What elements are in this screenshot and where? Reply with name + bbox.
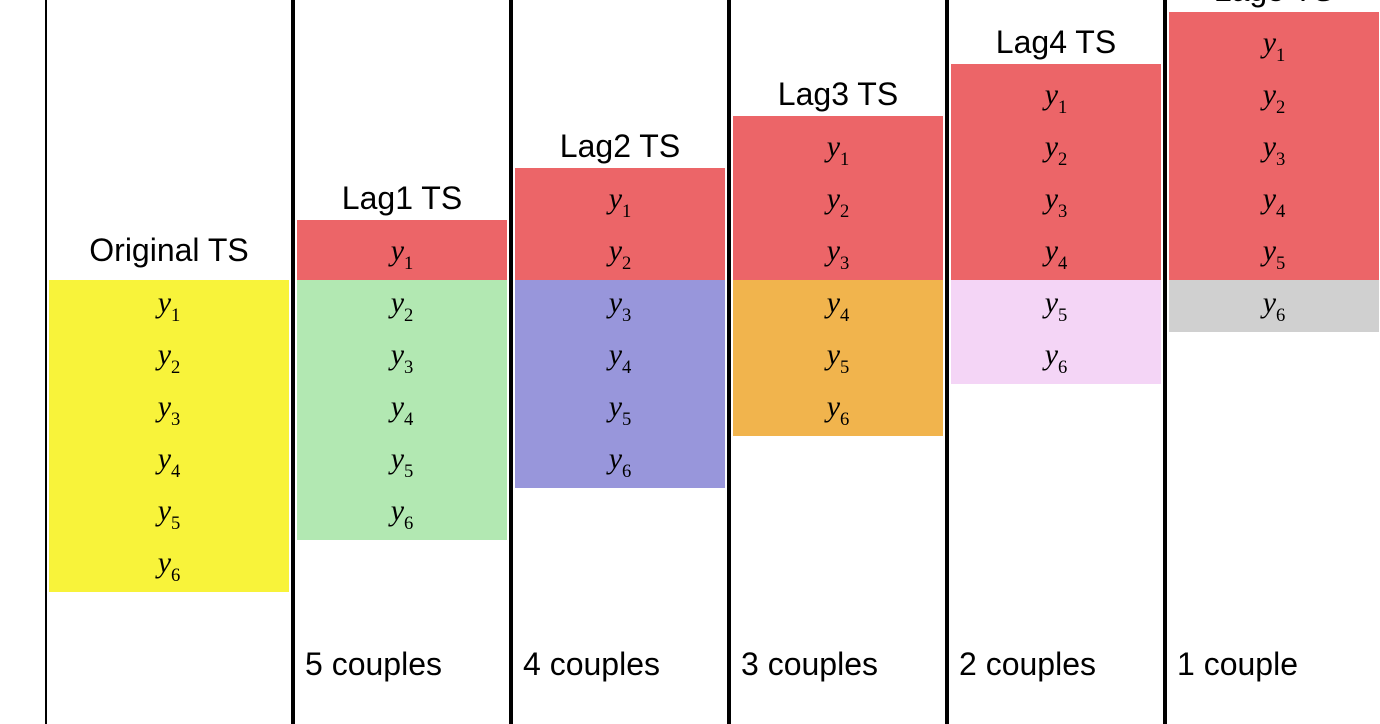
cell-y4: y4 (731, 288, 945, 324)
column-header: Lag5 TS (1167, 0, 1380, 6)
cell-y5: y5 (731, 340, 945, 376)
lag-diagram: Original TSy1y2y3y4y5y6Lag1 TSy1y2y3y4y5… (0, 0, 1380, 724)
cell-y2: y2 (513, 236, 727, 272)
cell-y6: y6 (1167, 288, 1380, 324)
column-lag2: Lag2 TS y1 y2 y3 y4 y5 y6 4 couples (511, 0, 729, 724)
column-lag1: Lag1 TS y1 y2 y3 y4 y5 y6 5 couples (293, 0, 511, 724)
column-header: Lag2 TS (513, 130, 727, 162)
column-lag4: Lag4 TS y1 y2 y3 y4 y5 y6 2 couples (947, 0, 1165, 724)
cell-y6: y6 (949, 340, 1163, 376)
cell-y3: y3 (47, 392, 291, 428)
cell-y3: y3 (731, 236, 945, 272)
cell-y5: y5 (47, 496, 291, 532)
cell-y1: y1 (513, 184, 727, 220)
column-footer: 2 couples (949, 648, 1163, 680)
cell-y5: y5 (1167, 236, 1380, 272)
column-original: Original TS y1 y2 y3 y4 y5 y6 (45, 0, 293, 724)
cell-y4: y4 (949, 236, 1163, 272)
cell-y6: y6 (47, 548, 291, 584)
column-footer: 5 couples (295, 648, 509, 680)
cell-y5: y5 (513, 392, 727, 428)
cell-y2: y2 (731, 184, 945, 220)
column-footer: 3 couples (731, 648, 945, 680)
cell-y6: y6 (731, 392, 945, 428)
cell-y5: y5 (949, 288, 1163, 324)
cell-y1: y1 (47, 288, 291, 324)
cell-y1: y1 (949, 80, 1163, 116)
cell-y2: y2 (1167, 80, 1380, 116)
cell-y4: y4 (295, 392, 509, 428)
cell-y1: y1 (295, 236, 509, 272)
cell-y2: y2 (295, 288, 509, 324)
cell-y4: y4 (1167, 184, 1380, 220)
column-footer: 4 couples (513, 648, 727, 680)
cell-y6: y6 (513, 444, 727, 480)
cell-y5: y5 (295, 444, 509, 480)
cell-y4: y4 (513, 340, 727, 376)
cell-y2: y2 (949, 132, 1163, 168)
cell-y2: y2 (47, 340, 291, 376)
column-lag3: Lag3 TS y1 y2 y3 y4 y5 y6 3 couples (729, 0, 947, 724)
column-header: Lag4 TS (949, 26, 1163, 58)
cell-y6: y6 (295, 496, 509, 532)
cell-y1: y1 (1167, 28, 1380, 64)
cell-y1: y1 (731, 132, 945, 168)
column-header: Lag3 TS (731, 78, 945, 110)
cell-y3: y3 (513, 288, 727, 324)
cell-y3: y3 (949, 184, 1163, 220)
cell-y3: y3 (1167, 132, 1380, 168)
column-header: Original TS (47, 234, 291, 266)
cell-y3: y3 (295, 340, 509, 376)
column-footer: 1 couple (1167, 648, 1380, 680)
cell-y4: y4 (47, 444, 291, 480)
column-header: Lag1 TS (295, 182, 509, 214)
column-lag5: Lag5 TS y1 y2 y3 y4 y5 y6 1 couple (1165, 0, 1380, 724)
